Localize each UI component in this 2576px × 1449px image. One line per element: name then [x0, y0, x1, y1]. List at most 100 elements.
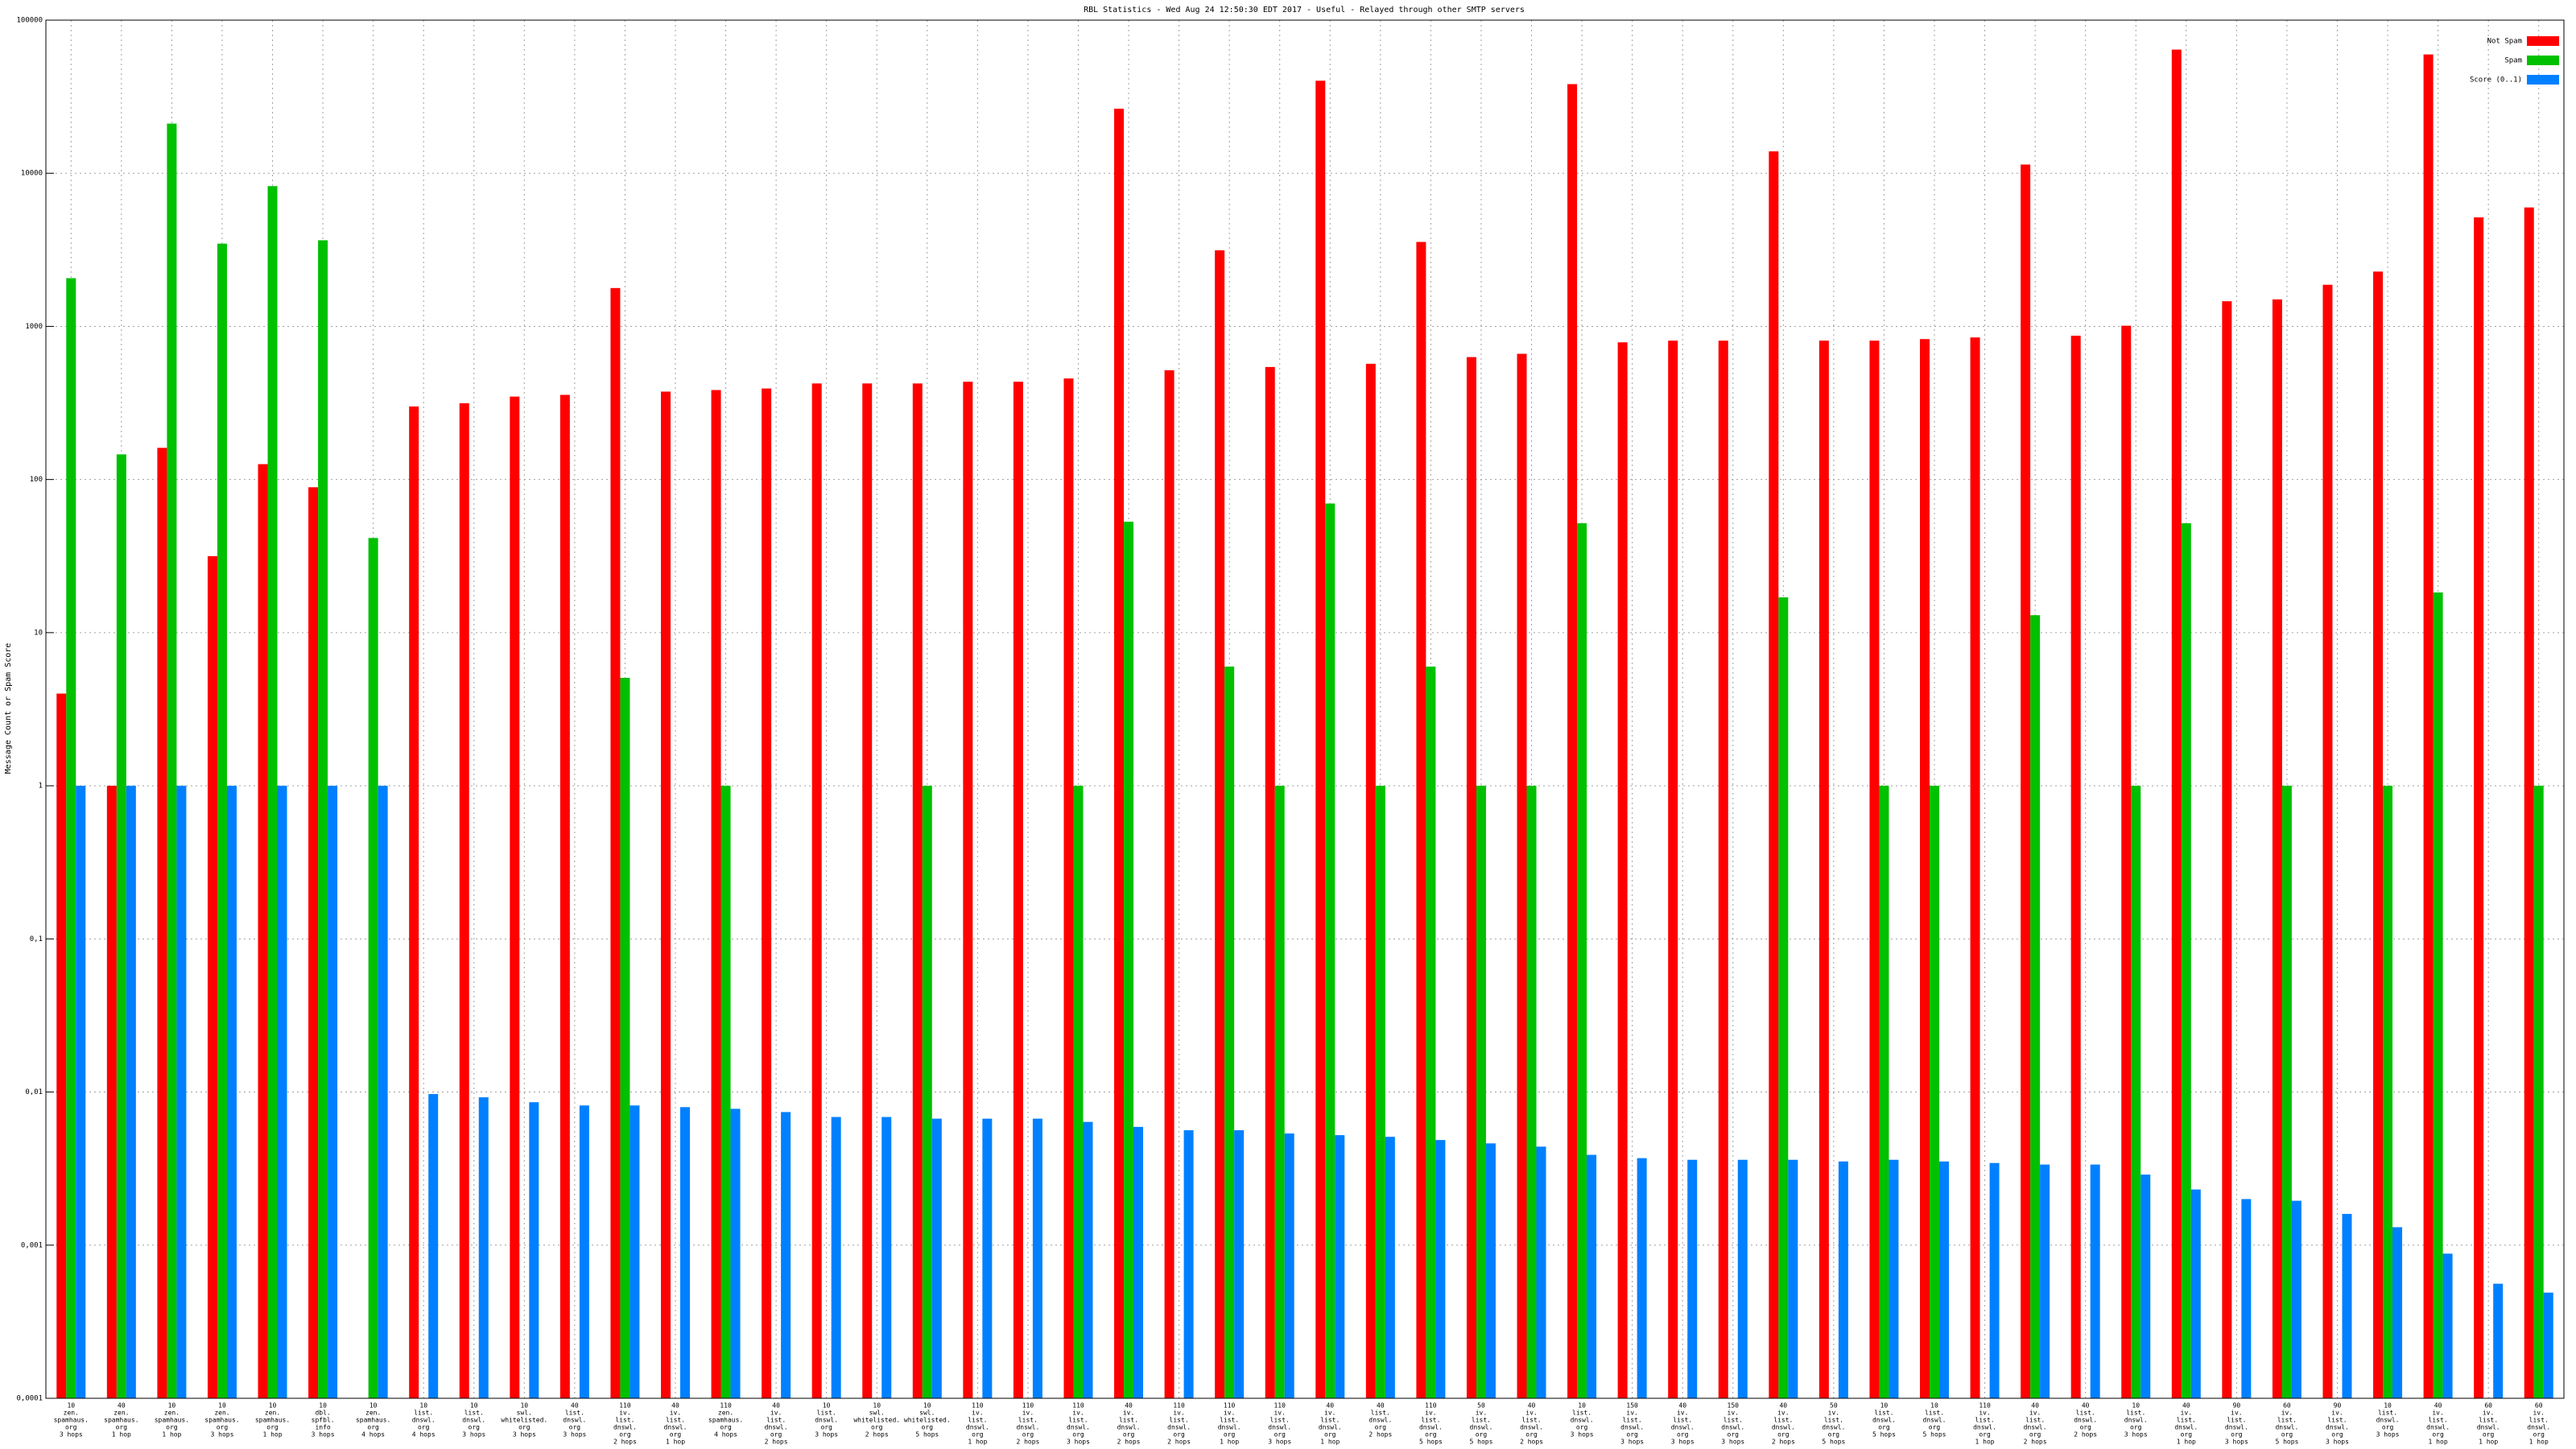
x-tick-label: 1 hop: [2429, 1439, 2448, 1446]
x-tick-label: iv.: [1728, 1410, 1739, 1417]
x-tick-label: list.: [2025, 1417, 2045, 1424]
x-tick-label: list.: [2378, 1410, 2397, 1417]
bar: [1375, 786, 1385, 1398]
bar: [1365, 363, 1376, 1399]
bar: [1215, 250, 1225, 1399]
bar: [559, 394, 570, 1399]
bar: [1032, 1118, 1042, 1398]
bar: [1013, 382, 1023, 1399]
x-tick-label: 40: [571, 1402, 579, 1410]
x-tick-label: 50: [1830, 1402, 1838, 1410]
bar: [2493, 1283, 2504, 1398]
x-tick-label: org: [1878, 1424, 1890, 1431]
bar: [2222, 301, 2232, 1398]
x-tick-label: 40: [118, 1402, 126, 1410]
plot-frame: [45, 19, 2565, 1399]
bar: [661, 391, 671, 1399]
x-tick-label: org: [820, 1424, 832, 1431]
x-tick-label: iv.: [1072, 1410, 1084, 1417]
x-tick-label: org: [116, 1424, 128, 1431]
bar: [1818, 341, 1829, 1398]
x-tick-label: dnswl.: [815, 1417, 838, 1424]
x-tick-label: 40: [1779, 1402, 1787, 1410]
bar: [1335, 1135, 1345, 1398]
x-tick-label: 110: [1274, 1402, 1286, 1410]
bar: [1989, 1162, 2000, 1398]
x-tick-label: org: [2483, 1431, 2495, 1439]
bar: [1517, 353, 1527, 1398]
x-tick-label: 2 hops: [2074, 1431, 2097, 1439]
x-tick-label: dnswl.: [613, 1424, 637, 1431]
x-tick-label: dnswl.: [2477, 1424, 2500, 1431]
bar: [66, 278, 76, 1398]
x-tick-label: dnswl.: [2174, 1424, 2198, 1431]
x-tick-label: 10: [369, 1402, 378, 1410]
x-tick-label: org: [2079, 1424, 2091, 1431]
x-tick-label: 2 hops: [1117, 1439, 1141, 1446]
x-tick-label: 40: [1528, 1402, 1536, 1410]
bar: [1769, 151, 1779, 1399]
x-tick-label: 5 hops: [1470, 1439, 1493, 1446]
bar: [510, 396, 520, 1399]
x-tick-label: 3 hops: [2124, 1431, 2148, 1439]
x-tick-label: iv.: [1224, 1410, 1235, 1417]
x-tick-label: list.: [817, 1410, 836, 1417]
x-tick-label: org: [1425, 1431, 1437, 1439]
bar: [579, 1105, 589, 1398]
x-tick-label: list.: [1472, 1417, 1491, 1424]
legend-label: Not Spam: [2487, 38, 2522, 46]
chart-title: RBL Statistics - Wed Aug 24 12:50:30 EDT…: [1084, 6, 1525, 14]
x-tick-label: dnswl.: [2376, 1417, 2400, 1424]
x-tick-label: whitelisted.: [501, 1417, 547, 1424]
x-tick-label: org: [1375, 1424, 1387, 1431]
x-tick-label: list.: [1119, 1417, 1138, 1424]
bar: [378, 786, 388, 1398]
x-tick-label: dnswl.: [1571, 1417, 1594, 1424]
x-tick-label: dnswl.: [1973, 1424, 1996, 1431]
x-tick-label: 110: [1979, 1402, 1991, 1410]
x-tick-label: list.: [2126, 1410, 2145, 1417]
bar: [478, 1097, 489, 1398]
bar: [831, 1117, 841, 1398]
x-tick-label: 40: [1125, 1402, 1133, 1410]
x-tick-label: 3 hops: [1671, 1439, 1695, 1446]
x-tick-label: list.: [1170, 1417, 1189, 1424]
legend-swatch: [2527, 75, 2559, 85]
bar: [1536, 1146, 1546, 1398]
x-tick-label: 10: [873, 1402, 881, 1410]
x-tick-label: list.: [1572, 1410, 1591, 1417]
x-tick-label: iv.: [1425, 1410, 1436, 1417]
x-tick-label: whitelisted.: [904, 1417, 951, 1424]
bar: [720, 786, 731, 1398]
x-tick-label: 10: [823, 1402, 831, 1410]
y-tick-label: 0,1: [30, 935, 43, 943]
bar: [1325, 503, 1335, 1398]
x-tick-label: dnswl.: [2527, 1424, 2550, 1431]
x-tick-label: 10: [419, 1402, 427, 1410]
bar: [217, 243, 227, 1399]
x-tick-label: 60: [2484, 1402, 2492, 1410]
bar: [126, 786, 136, 1398]
bar: [1970, 337, 1980, 1399]
bar: [459, 402, 469, 1398]
bar: [2383, 786, 2393, 1398]
x-tick-label: 2 hops: [1016, 1439, 1039, 1446]
x-tick-label: spamhaus.: [708, 1417, 743, 1424]
x-tick-label: zen.: [718, 1410, 733, 1417]
x-tick-label: zen.: [214, 1410, 229, 1417]
x-tick-label: 2 hops: [865, 1431, 889, 1439]
bar: [680, 1107, 690, 1398]
bar: [1485, 1143, 1496, 1398]
x-tick-label: 60: [2535, 1402, 2543, 1410]
bar: [1577, 523, 1587, 1398]
bar: [1637, 1158, 1647, 1398]
x-tick-label: org: [2029, 1431, 2041, 1439]
x-tick-label: 1 hop: [666, 1439, 685, 1446]
x-tick-label: dnswl.: [966, 1424, 989, 1431]
x-tick-label: org: [1173, 1431, 1185, 1439]
bar: [1476, 786, 1486, 1398]
legend-swatch: [2527, 56, 2559, 65]
x-tick-label: 3 hops: [815, 1431, 838, 1439]
bar: [1939, 1161, 1949, 1398]
x-tick-label: iv.: [1828, 1410, 1839, 1417]
